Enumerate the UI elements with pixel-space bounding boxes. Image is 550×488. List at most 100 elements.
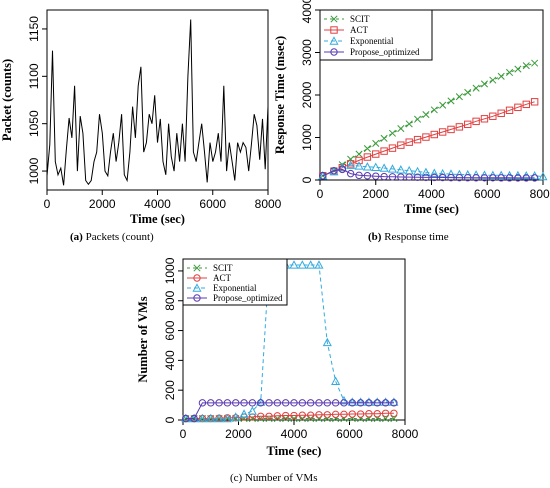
data-point <box>298 411 307 419</box>
data-point <box>514 174 522 182</box>
data-point <box>290 411 298 420</box>
data-point <box>306 260 316 269</box>
chart-packets: 0 2000 4000 6000 8000 1000 1050 1100 1150 Time (s… <box>0 9 282 226</box>
data-point <box>464 120 472 129</box>
data-point <box>489 174 497 182</box>
data-point <box>306 411 315 419</box>
y-axis-label: Packet (counts) <box>0 59 14 141</box>
series-line-propose_optimized <box>185 402 394 419</box>
data-point <box>480 174 489 182</box>
data-point <box>222 413 232 423</box>
legend-label: ACT <box>213 273 232 283</box>
data-point <box>331 376 341 385</box>
x-tick-label: 4000 <box>281 427 308 441</box>
data-point <box>355 156 363 165</box>
data-point <box>421 167 431 177</box>
data-point <box>480 80 489 88</box>
series-line-scit <box>322 62 535 177</box>
data-point <box>390 399 398 407</box>
data-point <box>489 76 497 84</box>
data-point <box>215 399 223 407</box>
data-point <box>414 115 422 123</box>
data-point <box>281 411 290 420</box>
x-tick-label: 4000 <box>418 187 445 201</box>
x-tick-label: 0 <box>180 427 187 441</box>
data-point <box>315 411 323 419</box>
data-point <box>223 399 232 407</box>
data-point <box>363 144 371 153</box>
data-point <box>390 414 398 423</box>
data-point <box>207 399 215 407</box>
legend-label: SCIT <box>213 263 233 273</box>
data-point <box>522 174 530 182</box>
caption-b: (b) Response time <box>368 231 449 243</box>
y-tick-label: 800 <box>163 290 177 310</box>
data-point <box>197 413 207 423</box>
y-axis-label: Response Time (msec) <box>273 36 287 154</box>
data-point <box>397 125 405 133</box>
data-point <box>319 172 327 180</box>
data-point <box>206 413 216 423</box>
data-point <box>347 155 355 163</box>
data-point <box>497 109 505 117</box>
data-point <box>522 100 530 109</box>
data-point <box>257 399 265 407</box>
x-tick-label: 2000 <box>89 197 116 211</box>
x-tick-label: 6000 <box>336 427 363 441</box>
data-point <box>530 174 539 182</box>
data-point <box>363 153 372 161</box>
data-point <box>372 150 380 158</box>
data-point <box>480 115 489 123</box>
series-line <box>46 19 269 186</box>
data-point <box>331 399 340 407</box>
x-tick-label: 8000 <box>392 427 419 441</box>
data-point <box>298 399 307 407</box>
data-point <box>429 168 439 177</box>
data-point <box>347 397 357 406</box>
x-tick-label: 8000 <box>255 197 282 211</box>
series-line-exponential <box>185 264 394 419</box>
data-point <box>265 412 273 420</box>
data-point <box>413 173 422 181</box>
y-tick-label: 1000 <box>27 157 41 184</box>
x-tick-label: 0 <box>44 197 51 211</box>
data-point <box>247 406 257 415</box>
data-point <box>323 414 331 423</box>
legend-marker <box>330 26 338 34</box>
data-point <box>315 414 323 423</box>
data-point <box>356 399 365 407</box>
data-point <box>472 84 480 92</box>
data-point <box>430 130 438 139</box>
y-tick-label: 0 <box>163 416 177 423</box>
data-point <box>381 397 391 406</box>
y-axis-label: Number of VMs <box>136 296 150 382</box>
data-point <box>362 162 372 171</box>
data-point <box>472 117 480 126</box>
data-point <box>290 399 298 407</box>
data-point <box>438 128 447 136</box>
data-point <box>257 412 265 420</box>
data-point <box>356 410 365 418</box>
data-point <box>387 164 398 173</box>
data-point <box>379 163 389 172</box>
data-point <box>447 173 455 182</box>
legend-marker <box>193 294 201 302</box>
y-tick-label: 1000 <box>163 257 177 284</box>
data-point <box>363 172 372 180</box>
data-point <box>355 150 363 158</box>
data-point <box>330 166 338 175</box>
data-point <box>397 141 405 149</box>
data-point <box>356 397 366 406</box>
data-point <box>405 138 413 146</box>
data-point <box>505 68 514 77</box>
legend-label: Exponential <box>350 36 394 46</box>
data-point <box>281 399 290 407</box>
data-point <box>371 162 381 171</box>
data-point <box>239 409 249 418</box>
series-line-propose_optimized <box>322 168 535 179</box>
x-axis-label: Time (sec) <box>267 444 322 458</box>
data-point <box>514 65 522 73</box>
y-tick-label: 400 <box>163 350 177 370</box>
data-point <box>380 147 388 155</box>
